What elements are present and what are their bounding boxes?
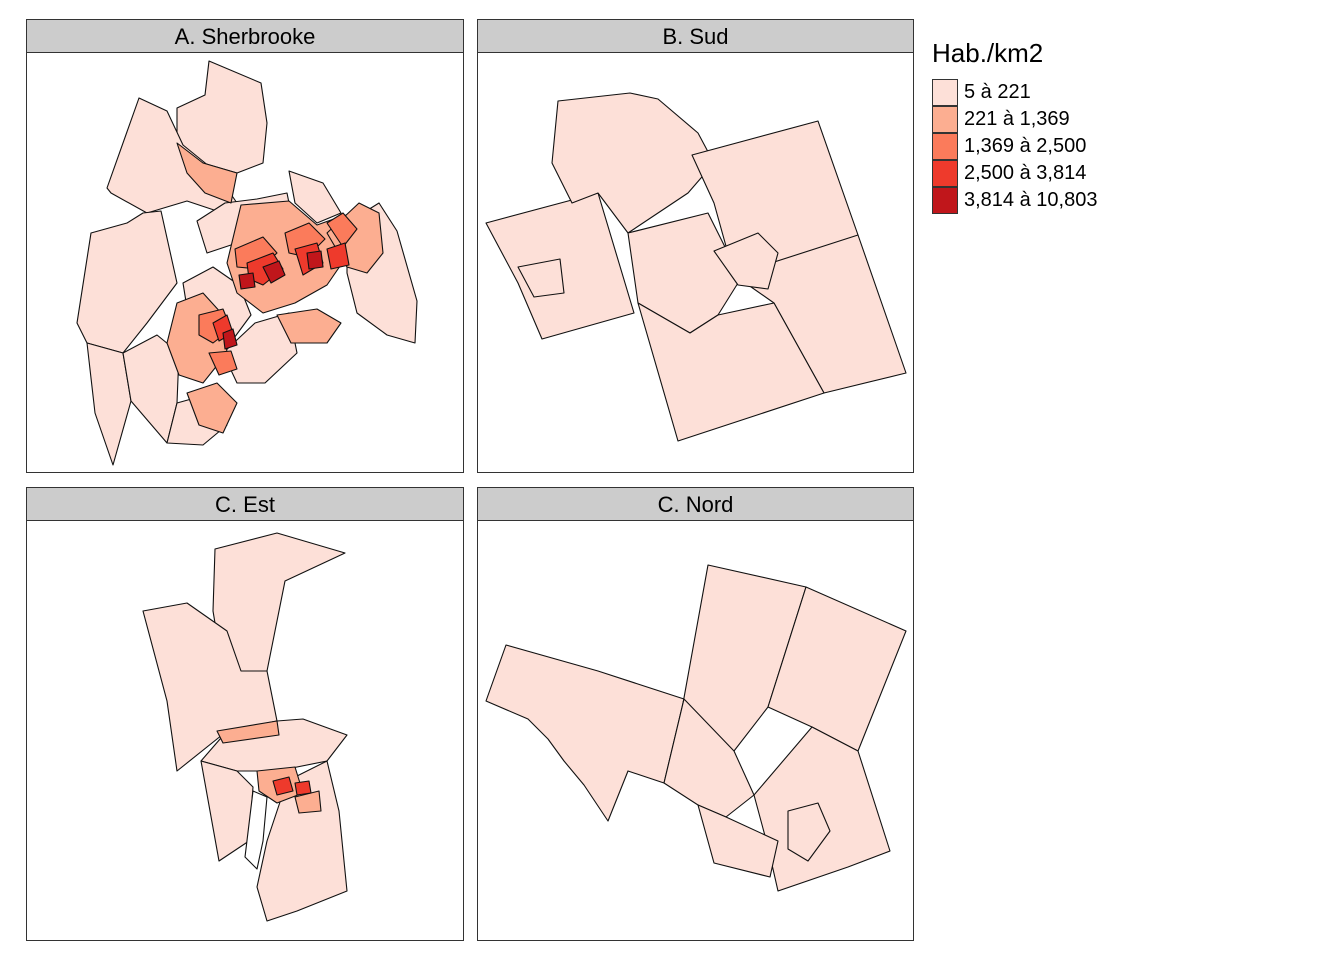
est-center-3 [272,776,294,796]
sector-med-1 [176,142,238,204]
sud-inner-2 [713,232,779,290]
legend-row: 1,369 à 2,500 [932,133,1097,160]
est-south-e [256,760,348,922]
sud-inner-1 [517,258,565,298]
legend-swatch [932,133,958,160]
legend-swatch [932,106,958,133]
legend-label: 1,369 à 2,500 [964,135,1087,157]
panel-title-est: C. Est [27,488,463,521]
legend-row: 221 à 1,369 [932,106,1097,133]
legend-label: 5 à 221 [964,81,1031,103]
est-lake [244,790,268,870]
est-band [216,720,280,744]
sherbrooke-highest-density-sectors [222,250,324,350]
nord-west [485,644,685,822]
legend-swatch [932,160,958,187]
est-center-4 [294,780,312,796]
nord-southeast [753,726,891,892]
sud-south [637,302,825,442]
sector-med-2 [226,200,350,314]
sector-med-6 [276,308,342,344]
map-nord [485,564,907,892]
panel-title-sherbrooke: A. Sherbrooke [27,20,463,53]
legend-row: 2,500 à 3,814 [932,160,1097,187]
map-est [142,532,348,922]
legend-row: 3,814 à 10,803 [932,187,1097,214]
legend-row: 5 à 221 [932,79,1097,106]
map-sud [485,92,907,442]
panel-title-sud: B. Sud [478,20,913,53]
panel-sud: B. Sud [477,19,914,473]
sector-west-1 [76,210,178,354]
legend-label: 3,814 à 10,803 [964,189,1098,211]
panel-est: C. Est [26,487,464,941]
est-south-w [200,760,254,862]
sector-west-2 [86,342,132,466]
sector-med-4 [186,382,238,434]
sud-southeast [733,234,907,394]
sector-northeast [288,170,342,224]
nord-south [697,804,779,878]
legend-swatch [932,187,958,214]
panel-nord: C. Nord [477,487,914,941]
legend: Hab./km2 5 à 221 221 à 1,369 1,369 à 2,5… [932,38,1097,214]
sud-north [551,92,715,234]
panel-sherbrooke: A. Sherbrooke [26,19,464,473]
sector-southeast [222,312,298,384]
est-west [142,602,278,772]
nord-inner [787,802,831,862]
legend-title: Hab./km2 [932,38,1044,68]
legend-label: 2,500 à 3,814 [964,162,1087,184]
panel-title-nord: C. Nord [478,488,913,521]
legend-swatch [932,79,958,106]
legend-label: 221 à 1,369 [964,108,1070,130]
map-sherbrooke [76,60,418,466]
